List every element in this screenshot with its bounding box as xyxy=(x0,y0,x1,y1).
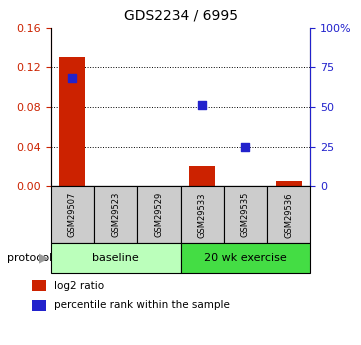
Text: log2 ratio: log2 ratio xyxy=(54,280,104,290)
Bar xyxy=(276,181,302,186)
Text: baseline: baseline xyxy=(92,253,139,263)
Point xyxy=(243,144,248,149)
Text: GSM29507: GSM29507 xyxy=(68,192,77,237)
Text: GSM29536: GSM29536 xyxy=(284,192,293,237)
Text: percentile rank within the sample: percentile rank within the sample xyxy=(54,300,230,310)
Bar xyxy=(59,57,85,186)
Text: GSM29535: GSM29535 xyxy=(241,192,250,237)
Point xyxy=(69,76,75,81)
Bar xyxy=(94,186,137,243)
Point xyxy=(199,102,205,108)
Text: GDS2234 / 6995: GDS2234 / 6995 xyxy=(123,9,238,23)
Bar xyxy=(51,243,180,273)
Bar xyxy=(51,186,94,243)
Bar xyxy=(137,186,180,243)
Text: GSM29533: GSM29533 xyxy=(198,192,206,237)
Bar xyxy=(180,186,224,243)
Bar xyxy=(189,166,215,186)
Bar xyxy=(32,300,46,311)
Text: ▶: ▶ xyxy=(39,252,48,264)
Text: 20 wk exercise: 20 wk exercise xyxy=(204,253,287,263)
Text: GSM29523: GSM29523 xyxy=(111,192,120,237)
Bar xyxy=(224,186,267,243)
Bar xyxy=(32,280,46,291)
Bar xyxy=(267,186,310,243)
Bar xyxy=(180,243,310,273)
Text: GSM29529: GSM29529 xyxy=(155,192,163,237)
Text: protocol: protocol xyxy=(7,253,52,263)
